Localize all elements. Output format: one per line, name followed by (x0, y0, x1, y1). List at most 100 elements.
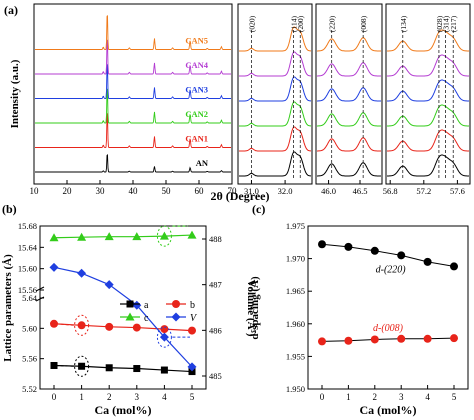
panel-label-b: (b) (2, 202, 17, 216)
annotation-ellipse-v (156, 326, 172, 348)
dspacing-series-label: d-(008) (373, 323, 404, 334)
zoom-trace-can5 (317, 37, 381, 52)
xrd-trace-can4 (35, 39, 231, 75)
lattice-xtick-label: 5 (190, 392, 195, 402)
dspacing-ytick-label: 1.970 (286, 254, 305, 264)
dspacing-xtick-label: 0 (320, 392, 325, 402)
xrd-trace-can3 (35, 64, 231, 99)
lattice-xtick-label: 0 (52, 392, 57, 402)
series-line-a (53, 364, 193, 373)
volume-ytick-label: 485 (209, 371, 222, 381)
zoom-xtick-label: 46.5 (353, 186, 368, 196)
point-a (188, 368, 196, 376)
panel-label-c: (c) (252, 202, 265, 216)
legend-label-c: c (144, 313, 149, 324)
point-c (49, 233, 59, 242)
peak-label: (020) (247, 15, 256, 32)
point-c (187, 230, 197, 239)
dspacing-series-label: d-(220) (376, 264, 407, 275)
dspacing-xtick-label: 2 (373, 392, 378, 402)
lattice-ytick-label: 5.64 (22, 293, 38, 303)
point-c (104, 232, 114, 241)
zoom-trace-can1 (387, 129, 469, 152)
peak-label: (114) (290, 16, 299, 32)
dspacing-point (423, 334, 432, 343)
dspacing-point (397, 334, 406, 343)
axis-break-mark (35, 286, 45, 292)
lattice-y2label: Volume (Å³) (245, 280, 257, 337)
xrd-xlabel: 2θ (Degree) (210, 189, 269, 203)
dspacing-point (344, 242, 353, 251)
dspacing-point (450, 262, 458, 271)
lattice-xlabel: Ca (mol%) (95, 403, 152, 417)
peak-label: (217) (449, 15, 458, 32)
dspacing-xtick-label: 1 (346, 392, 351, 402)
dspacing-xtick-label: 5 (452, 392, 457, 402)
legend-marker-c (125, 312, 135, 321)
zoom-trace-can4 (317, 62, 381, 77)
zoom-frame-1 (237, 3, 313, 185)
dspacing-xtick-label: 4 (425, 392, 430, 402)
legend-marker-b (172, 300, 180, 308)
legend-marker-a (126, 300, 134, 308)
volume-ytick-label: 487 (209, 280, 222, 290)
point-a (133, 365, 141, 373)
point-c (77, 232, 87, 241)
xrd-xtick-label: 40 (129, 186, 139, 196)
xrd-xtick-label: 30 (96, 186, 106, 196)
volume-ytick-label: 486 (209, 325, 222, 335)
annotation-ellipse-c (156, 225, 172, 247)
lattice-ytick-label: 15.64 (18, 242, 38, 252)
zoom-trace-can2 (387, 104, 469, 127)
point-v (49, 262, 59, 272)
dspacing-point (397, 251, 406, 260)
zoom-xtick-label: 32.0 (278, 186, 293, 196)
zoom-trace-can5 (239, 26, 312, 52)
series-line-V (53, 266, 193, 368)
zoom-frame-2 (315, 3, 383, 185)
xrd-xtick-label: 50 (162, 186, 172, 196)
zoom-trace-can4 (239, 51, 312, 77)
point-v (132, 300, 142, 310)
point-b (50, 319, 58, 328)
dspacing-ytick-label: 1.955 (286, 351, 305, 361)
dspacing-xtick-label: 3 (399, 392, 404, 402)
dspacing-plot: 1.950 1.955 1.960 1.965 1.970 1.975 0 1 2 3 4 5 d-(… (286, 221, 469, 402)
xrd-series-label-an: AN (196, 158, 209, 168)
zoom-trace-can5 (387, 29, 469, 52)
zoom-xtick-label: 57.2 (416, 186, 431, 196)
lattice-ytick-label: 5.56 (22, 354, 37, 364)
point-a (105, 364, 113, 372)
peak-label: (200) (296, 15, 305, 32)
xrd-series-label-can1: CAN1 (185, 134, 208, 144)
dspacing-ytick-label: 1.975 (286, 221, 305, 231)
zoom-trace-an (387, 154, 469, 177)
dspacing-ytick-label: 1.950 (286, 384, 305, 394)
xrd-series-label-can4: CAN4 (185, 60, 208, 70)
dspacing-line-0 (321, 243, 455, 267)
zoom-xtick-label: 56.8 (383, 186, 398, 196)
point-a (160, 366, 168, 374)
zoom-trace-can2 (317, 112, 381, 127)
point-b (132, 323, 141, 332)
dspacing-point (318, 240, 326, 249)
dspacing-point (344, 336, 353, 345)
point-a (78, 362, 86, 370)
zoom-trace-can1 (317, 137, 381, 152)
annotation-ellipse-a (74, 355, 90, 377)
dspacing-ytick-label: 1.965 (286, 286, 305, 296)
peak-label: (134) (399, 15, 408, 32)
zoom-trace-an (317, 162, 381, 177)
point-c (132, 232, 142, 241)
annotation-arrow-a (55, 364, 74, 367)
zoom-trace-an (239, 151, 312, 177)
peak-label: (314) (442, 15, 451, 32)
zoom-trace-can4 (387, 54, 469, 77)
legend-label-a: a (144, 300, 149, 311)
point-b (188, 326, 196, 335)
peak-label: (028) (435, 15, 444, 32)
xrd-xtick-label: 60 (195, 186, 205, 196)
point-v (77, 268, 87, 278)
